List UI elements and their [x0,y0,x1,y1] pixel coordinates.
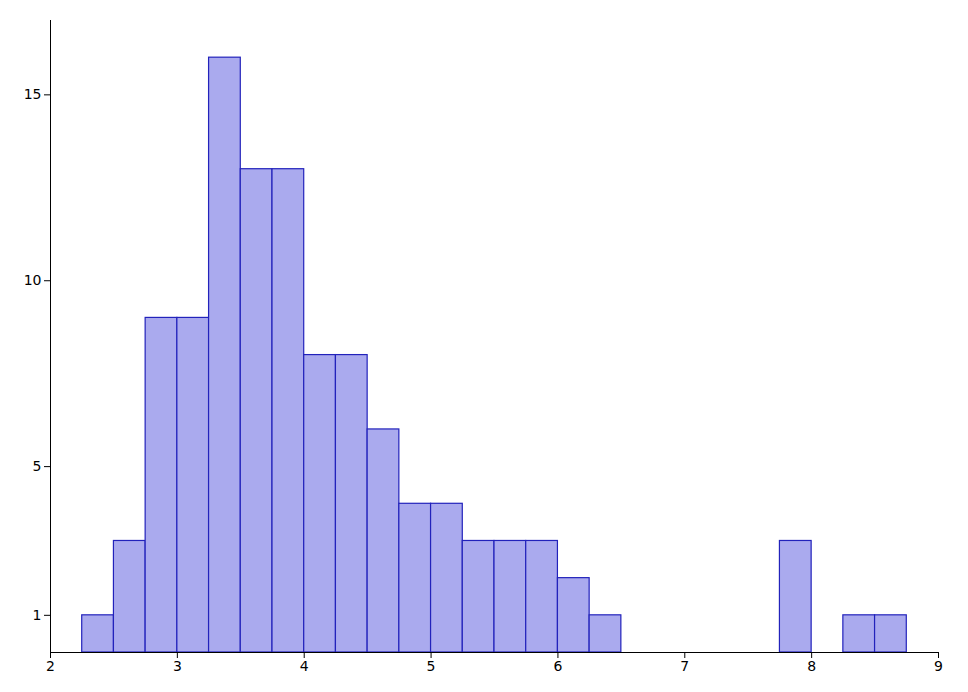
svg-text:1: 1 [33,607,42,623]
svg-text:5: 5 [33,458,42,474]
svg-text:9: 9 [934,658,943,674]
svg-text:7: 7 [680,658,689,674]
svg-text:15: 15 [24,86,42,102]
svg-text:3: 3 [173,658,182,674]
svg-text:10: 10 [24,272,42,288]
svg-text:4: 4 [300,658,309,674]
svg-text:8: 8 [807,658,816,674]
svg-text:6: 6 [553,658,562,674]
svg-text:5: 5 [427,658,436,674]
svg-text:2: 2 [46,658,55,674]
